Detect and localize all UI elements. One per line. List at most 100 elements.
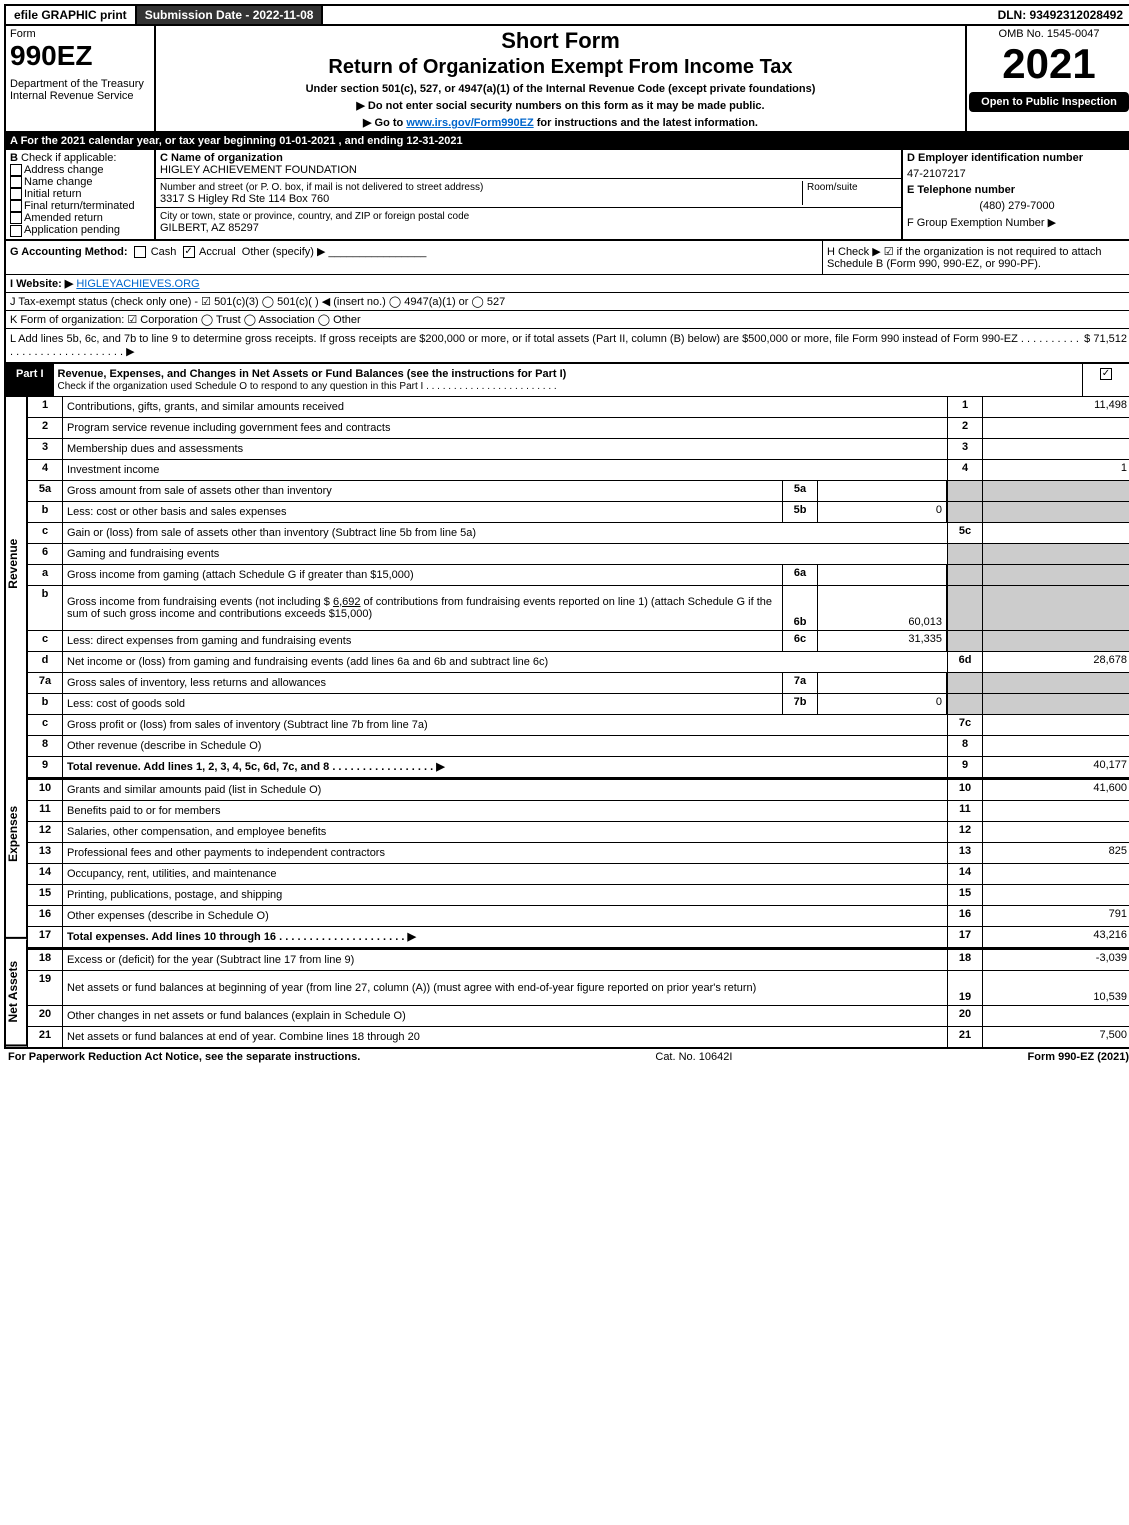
cb-accrual[interactable] (183, 246, 195, 258)
line-9: 9 Total revenue. Add lines 1, 2, 3, 4, 5… (28, 757, 1129, 778)
header-left: Form 990EZ Department of the Treasury In… (6, 26, 156, 131)
ein: 47-2107217 (907, 168, 1127, 180)
part1-title: Revenue, Expenses, and Changes in Net As… (54, 364, 1082, 396)
c-name-row: C Name of organization HIGLEY ACHIEVEMEN… (156, 150, 901, 179)
b-label: B (10, 152, 18, 164)
line-5a: 5a Gross amount from sale of assets othe… (28, 481, 1129, 502)
l-amount: $ 71,512 (1084, 333, 1127, 358)
sub3-post: for instructions and the latest informat… (534, 117, 758, 129)
box-c: C Name of organization HIGLEY ACHIEVEMEN… (154, 150, 903, 239)
vert-labels: Revenue Expenses Net Assets (6, 397, 28, 1047)
line-5b: b Less: cost or other basis and sales ex… (28, 502, 1129, 523)
line-table: Revenue Expenses Net Assets 1 Contributi… (4, 397, 1129, 1049)
row-h: H Check ▶ ☑ if the organization is not r… (822, 241, 1129, 274)
line-1: 1 Contributions, gifts, grants, and simi… (28, 397, 1129, 418)
submission-date: Submission Date - 2022-11-08 (137, 6, 324, 24)
irs: Internal Revenue Service (10, 90, 150, 102)
vert-revenue: Revenue (6, 397, 27, 731)
org-name: HIGLEY ACHIEVEMENT FOUNDATION (160, 164, 357, 176)
info-block: B Check if applicable: Address change Na… (4, 150, 1129, 241)
line-15: 15 Printing, publications, postage, and … (28, 885, 1129, 906)
row-l: L Add lines 5b, 6c, and 7b to line 9 to … (4, 329, 1129, 364)
addr-label: Number and street (or P. O. box, if mail… (160, 182, 483, 193)
addr: 3317 S Higley Rd Ste 114 Box 760 (160, 193, 329, 205)
row-k: K Form of organization: ☑ Corporation ◯ … (4, 311, 1129, 329)
opt-address: Address change (24, 164, 104, 176)
line-21: 21 Net assets or fund balances at end of… (28, 1027, 1129, 1047)
part1-subtitle: Check if the organization used Schedule … (58, 381, 557, 392)
top-bar-left: efile GRAPHIC print Submission Date - 20… (6, 6, 323, 24)
lines-container: 1 Contributions, gifts, grants, and simi… (28, 397, 1129, 1047)
opt-name: Name change (24, 176, 93, 188)
cb-initial[interactable] (10, 188, 22, 200)
cb-pending[interactable] (10, 225, 22, 237)
city-label: City or town, state or province, country… (160, 211, 469, 222)
title-return: Return of Organization Exempt From Incom… (160, 56, 961, 79)
part1-header: Part I Revenue, Expenses, and Changes in… (4, 364, 1129, 397)
line-10: 10 Grants and similar amounts paid (list… (28, 778, 1129, 801)
line-6c: c Less: direct expenses from gaming and … (28, 631, 1129, 652)
irs-link[interactable]: www.irs.gov/Form990EZ (406, 117, 533, 129)
subtitle-3: ▶ Go to www.irs.gov/Form990EZ for instru… (160, 116, 961, 129)
e-label: E Telephone number (907, 184, 1015, 196)
line-19: 19 Net assets or fund balances at beginn… (28, 971, 1129, 1006)
part1-title-text: Revenue, Expenses, and Changes in Net As… (58, 368, 567, 380)
open-to-public: Open to Public Inspection (969, 92, 1129, 112)
line-5c: c Gain or (loss) from sale of assets oth… (28, 523, 1129, 544)
cb-cash[interactable] (134, 246, 146, 258)
website-link[interactable]: HIGLEYACHIEVES.ORG (76, 278, 199, 290)
line-2: 2 Program service revenue including gove… (28, 418, 1129, 439)
form-number: 990EZ (10, 40, 150, 72)
opt-pending: Application pending (24, 224, 120, 236)
line-8: 8 Other revenue (describe in Schedule O)… (28, 736, 1129, 757)
vert-expenses: Expenses (6, 730, 27, 939)
city: GILBERT, AZ 85297 (160, 222, 259, 234)
dln: DLN: 93492312028492 (990, 6, 1129, 24)
cb-amended[interactable] (10, 212, 22, 224)
room-label: Room/suite (807, 182, 858, 193)
row-i: I Website: ▶ HIGLEYACHIEVES.ORG (4, 275, 1129, 293)
tax-year: 2021 (969, 40, 1129, 88)
l-text: L Add lines 5b, 6c, and 7b to line 9 to … (10, 333, 1084, 358)
omb: OMB No. 1545-0047 (969, 28, 1129, 40)
efile-label: efile GRAPHIC print (6, 6, 137, 24)
g-pre: G Accounting Method: (10, 246, 128, 258)
line-13: 13 Professional fees and other payments … (28, 843, 1129, 864)
footer: For Paperwork Reduction Act Notice, see … (4, 1049, 1129, 1065)
box-b: B Check if applicable: Address change Na… (6, 150, 154, 239)
cb-schedule-o[interactable] (1100, 368, 1112, 380)
opt-amended: Amended return (24, 212, 103, 224)
i-label: I Website: ▶ (10, 278, 73, 290)
line-20: 20 Other changes in net assets or fund b… (28, 1006, 1129, 1027)
line-14: 14 Occupancy, rent, utilities, and maint… (28, 864, 1129, 885)
c-city-row: City or town, state or province, country… (156, 208, 901, 236)
subtitle-2: ▶ Do not enter social security numbers o… (160, 99, 961, 112)
vert-netassets: Net Assets (6, 939, 27, 1046)
row-g: G Accounting Method: Cash Accrual Other … (6, 241, 822, 274)
cb-name-change[interactable] (10, 176, 22, 188)
cb-address-change[interactable] (10, 164, 22, 176)
dept: Department of the Treasury (10, 78, 150, 90)
line-3: 3 Membership dues and assessments 3 (28, 439, 1129, 460)
line-6: 6 Gaming and fundraising events (28, 544, 1129, 565)
footer-left: For Paperwork Reduction Act Notice, see … (8, 1051, 360, 1063)
line-7c: c Gross profit or (loss) from sales of i… (28, 715, 1129, 736)
row-j: J Tax-exempt status (check only one) - ☑… (4, 293, 1129, 311)
cb-final[interactable] (10, 200, 22, 212)
g-cash: Cash (151, 246, 177, 258)
opt-final: Final return/terminated (24, 200, 135, 212)
top-bar: efile GRAPHIC print Submission Date - 20… (4, 4, 1129, 26)
line-12: 12 Salaries, other compensation, and emp… (28, 822, 1129, 843)
part1-label: Part I (6, 364, 54, 396)
g-accrual: Accrual (199, 246, 236, 258)
form-word: Form (10, 28, 150, 40)
g-other: Other (specify) ▶ (242, 246, 326, 258)
box-d: D Employer identification number 47-2107… (903, 150, 1129, 239)
d-label: D Employer identification number (907, 152, 1083, 164)
subtitle-1: Under section 501(c), 527, or 4947(a)(1)… (160, 83, 961, 95)
row-g-h: G Accounting Method: Cash Accrual Other … (4, 241, 1129, 275)
line-4: 4 Investment income 4 1 (28, 460, 1129, 481)
footer-right: Form 990-EZ (2021) (1028, 1051, 1129, 1063)
l6b-text: Gross income from fundraising events (no… (67, 596, 778, 620)
f-label: F Group Exemption Number ▶ (907, 216, 1127, 229)
